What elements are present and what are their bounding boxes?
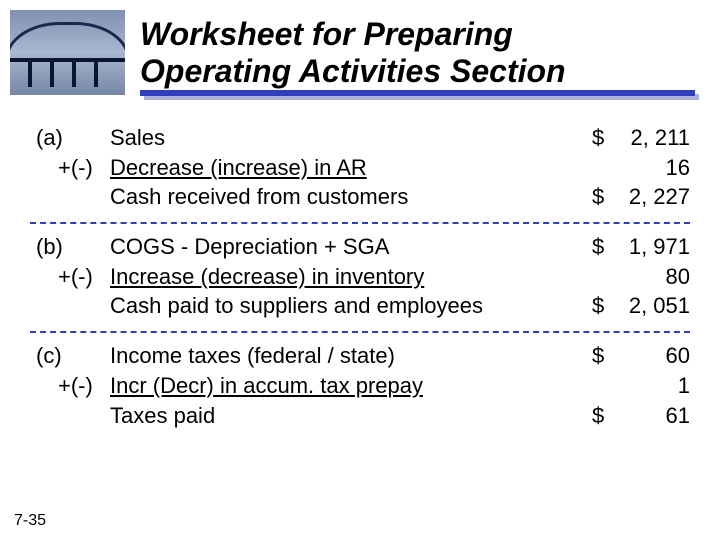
section-modifier: +(-) [36,153,110,183]
section-label: (b)+(-) [30,232,110,321]
amount-number: 1 [610,371,690,401]
section-label: (c)+(-) [30,341,110,430]
line-item: Incr (Decr) in accum. tax prepay 1 [110,371,690,401]
amount-number: 80 [610,262,690,292]
dollar-sign: $ [592,291,610,321]
line-amount: $2, 051 [580,291,690,321]
line-amount: 1 [580,371,690,401]
line-item: Cash paid to suppliers and employees$2, … [110,291,690,321]
bridge-logo [10,10,125,95]
line-item: Cash received from customers$2, 227 [110,182,690,212]
section-modifier: +(-) [36,262,110,292]
header: Worksheet for Preparing Operating Activi… [0,0,720,95]
dollar-sign: $ [592,341,610,371]
line-item: Income taxes (federal / state)$60 [110,341,690,371]
line-item: COGS - Depreciation + SGA$1, 971 [110,232,690,262]
line-description: Income taxes (federal / state) [110,341,580,371]
section-label: (a)+(-) [30,123,110,212]
section-rows: COGS - Depreciation + SGA$1, 971Increase… [110,232,690,321]
line-item: Taxes paid$61 [110,401,690,431]
line-description: COGS - Depreciation + SGA [110,232,580,262]
line-amount: $60 [580,341,690,371]
dollar-sign: $ [592,182,610,212]
line-description: Increase (decrease) in inventory [110,262,580,292]
line-amount: $1, 971 [580,232,690,262]
section-c: (c)+(-)Income taxes (federal / state)$60… [30,331,690,440]
line-item: Decrease (increase) in AR 16 [110,153,690,183]
amount-number: 1, 971 [610,232,690,262]
worksheet-content: (a)+(-)Sales$2, 211Decrease (increase) i… [0,95,720,440]
amount-number: 60 [610,341,690,371]
section-a: (a)+(-)Sales$2, 211Decrease (increase) i… [30,115,690,222]
section-b: (b)+(-)COGS - Depreciation + SGA$1, 971I… [30,222,690,331]
line-description: Decrease (increase) in AR [110,153,580,183]
line-item: Increase (decrease) in inventory 80 [110,262,690,292]
line-amount: 80 [580,262,690,292]
line-amount: $2, 211 [580,123,690,153]
page-number: 7-35 [14,512,46,530]
amount-number: 2, 227 [610,182,690,212]
section-modifier: +(-) [36,371,110,401]
title-line-2: Operating Activities Section [140,53,566,89]
line-amount: $61 [580,401,690,431]
section-rows: Income taxes (federal / state)$60Incr (D… [110,341,690,430]
section-tag: (b) [36,232,110,262]
section-tag: (c) [36,341,110,371]
line-description: Incr (Decr) in accum. tax prepay [110,371,580,401]
line-description: Cash received from customers [110,182,580,212]
section-rows: Sales$2, 211Decrease (increase) in AR16C… [110,123,690,212]
dollar-sign: $ [592,123,610,153]
section-tag: (a) [36,123,110,153]
amount-number: 16 [610,153,690,183]
dollar-sign: $ [592,232,610,262]
title-underline [140,90,695,96]
line-description: Sales [110,123,580,153]
line-description: Cash paid to suppliers and employees [110,291,580,321]
title-line-1: Worksheet for Preparing [140,16,513,52]
amount-number: 2, 211 [610,123,690,153]
line-amount: $2, 227 [580,182,690,212]
line-amount: 16 [580,153,690,183]
amount-number: 2, 051 [610,291,690,321]
line-description: Taxes paid [110,401,580,431]
line-item: Sales$2, 211 [110,123,690,153]
dollar-sign: $ [592,401,610,431]
amount-number: 61 [610,401,690,431]
page-title: Worksheet for Preparing Operating Activi… [140,16,566,90]
